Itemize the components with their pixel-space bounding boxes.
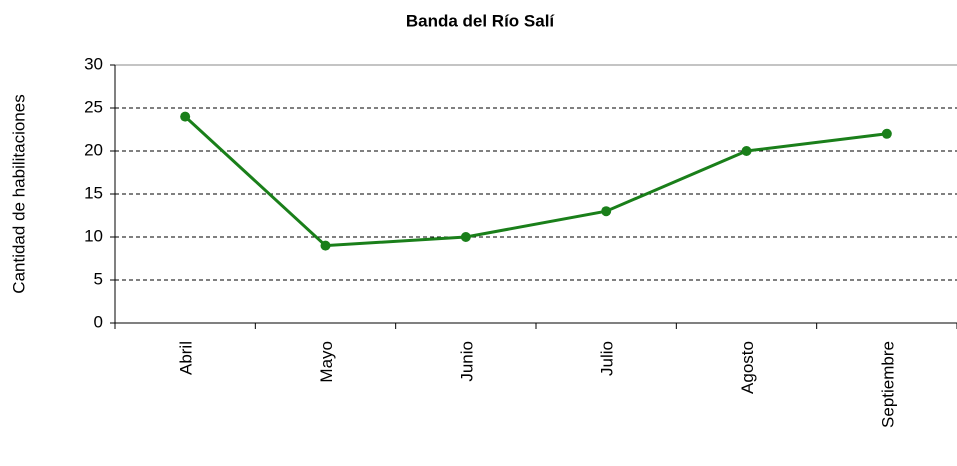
y-tick-label: 25 bbox=[84, 97, 103, 116]
x-tick-label: Agosto bbox=[738, 341, 757, 394]
y-tick-label: 0 bbox=[94, 312, 103, 331]
point bbox=[601, 206, 612, 217]
line bbox=[184, 115, 888, 248]
x-tick-label: Julio bbox=[598, 341, 617, 376]
y-tick-label: 20 bbox=[84, 140, 103, 159]
point bbox=[741, 146, 752, 156]
y-tick-label: 10 bbox=[84, 226, 103, 245]
x-tick-label: Mayo bbox=[317, 341, 336, 383]
point bbox=[180, 111, 191, 122]
y-tick-label: 30 bbox=[84, 54, 103, 73]
chart-title: Banda del Río Salí bbox=[406, 11, 556, 30]
point bbox=[320, 240, 331, 251]
y-tick-label: 5 bbox=[94, 269, 103, 288]
x-tick-label: Abril bbox=[177, 341, 196, 375]
x-tick-label: Septiembre bbox=[878, 341, 897, 428]
x-tick-label: Junio bbox=[457, 341, 476, 382]
y-tick-label: 15 bbox=[84, 183, 103, 202]
y-axis-label: Cantidad de habilitaciones bbox=[9, 94, 28, 293]
point bbox=[460, 232, 471, 242]
point bbox=[881, 128, 892, 139]
